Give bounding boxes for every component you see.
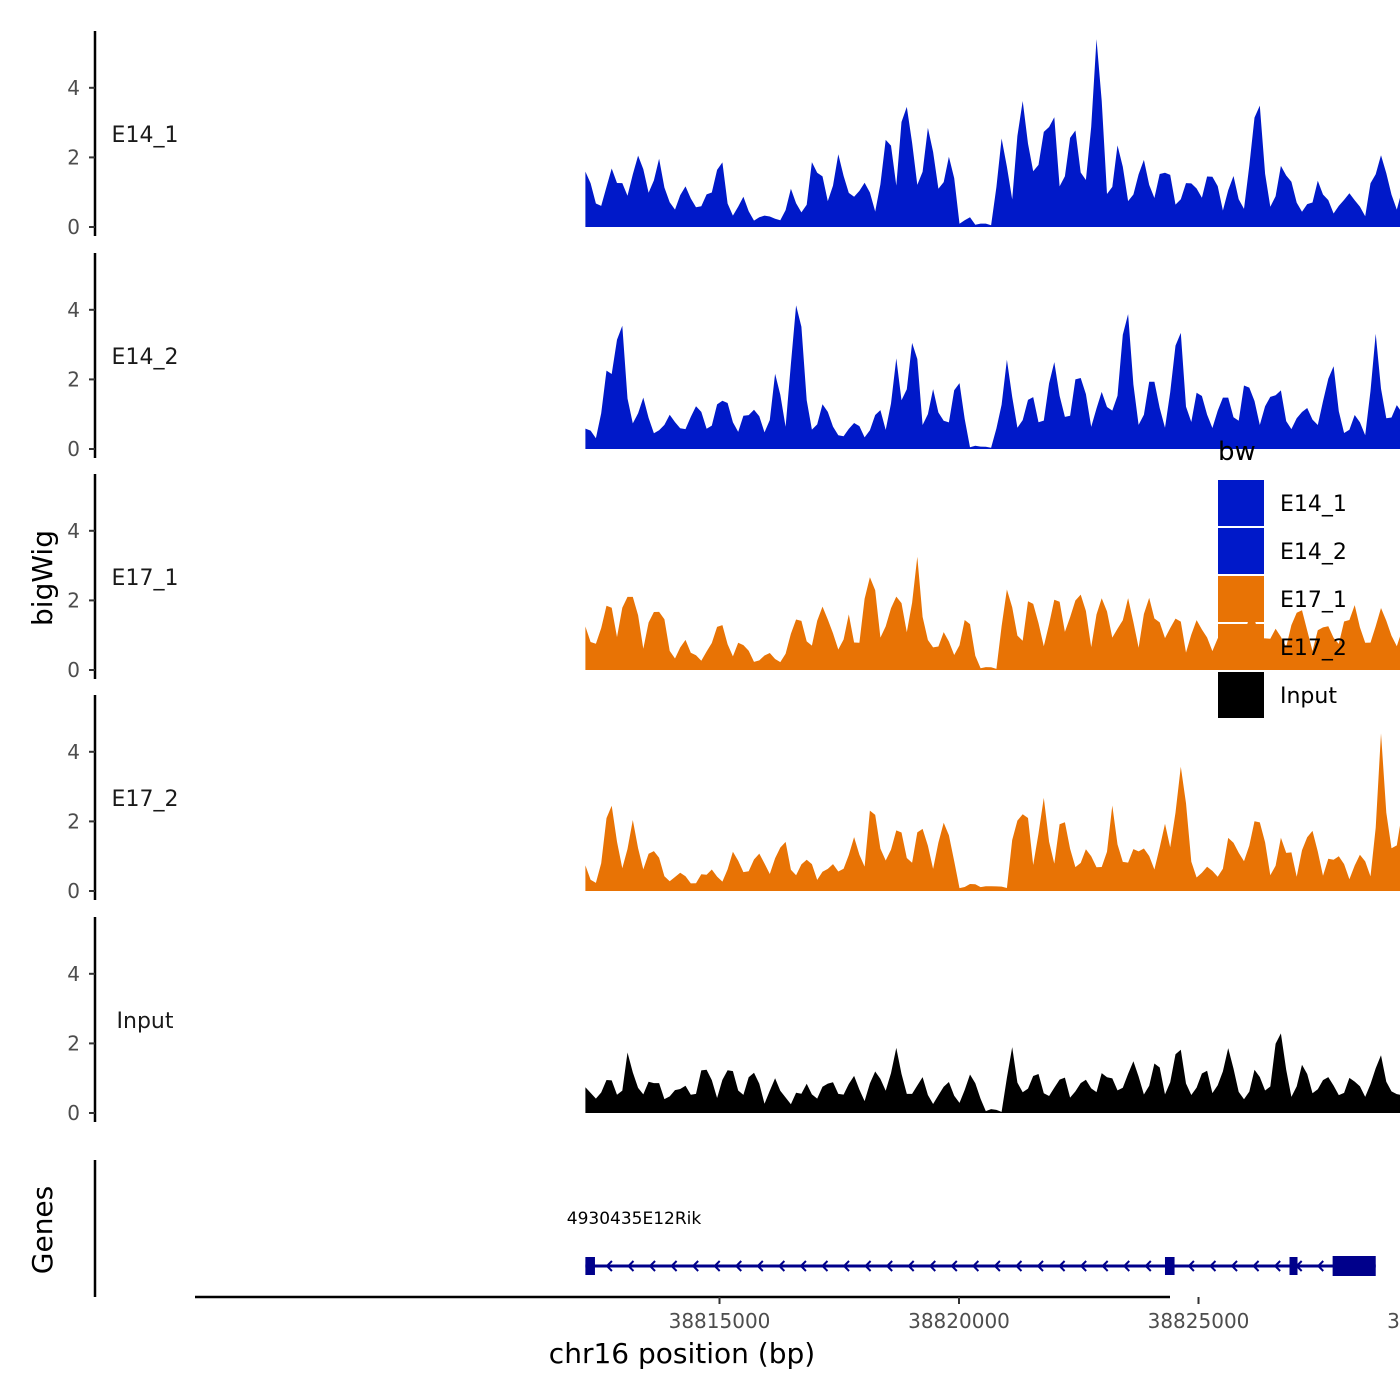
strand-arrow (993, 1260, 1001, 1272)
strand-arrow (950, 1260, 958, 1272)
track-label: E14_2 (112, 345, 179, 370)
gene-name-label: 4930435E12Rik (567, 1209, 702, 1229)
y-tick-label: 0 (67, 215, 80, 239)
y-tick-label: 4 (67, 76, 80, 100)
y-axis-title: bigWig (26, 530, 59, 626)
signal-tracks: 0 2 4 E14_1 0 2 4 E14_2 0 2 4 E17_1 0 2 4 E17_2 0 2 4 Input (67, 31, 1400, 1125)
strand-arrow (1144, 1260, 1152, 1272)
x-axis: 38815000 38820000 38825000 38830000 (195, 1295, 1400, 1333)
track-E17_2: 0 2 4 E17_2 (67, 695, 1400, 903)
track-E14_2: 0 2 4 E14_2 (67, 253, 1400, 461)
gene-exon (585, 1257, 595, 1275)
signal-area-Input (585, 1033, 1400, 1113)
strand-arrow (842, 1260, 850, 1272)
legend-label-E14_1: E14_1 (1280, 492, 1347, 517)
strand-arrow (907, 1260, 915, 1272)
y-tick-label: 0 (67, 437, 80, 461)
legend-label-E17_2: E17_2 (1280, 636, 1347, 661)
gene-exon (1289, 1257, 1298, 1275)
strand-arrow (1101, 1260, 1109, 1272)
strand-arrow (691, 1260, 699, 1272)
legend-swatch-Input (1218, 672, 1264, 718)
signal-area-E14_1 (585, 39, 1400, 227)
x-axis-title: chr16 position (bp) (549, 1337, 815, 1370)
strand-arrow (821, 1260, 829, 1272)
y-tick-label: 0 (67, 1101, 80, 1125)
strand-arrow (1273, 1260, 1281, 1272)
signal-area-E17_1 (585, 556, 1400, 670)
strand-arrow (1036, 1260, 1044, 1272)
strand-arrow (670, 1260, 678, 1272)
strand-arrow (864, 1260, 872, 1272)
x-tick-label: 38815000 (669, 1309, 771, 1333)
strand-arrow (1058, 1260, 1066, 1272)
track-label: E14_1 (112, 123, 179, 148)
legend-label-Input: Input (1280, 684, 1337, 709)
strand-arrow (1015, 1260, 1023, 1272)
y-tick-label: 4 (67, 298, 80, 322)
legend-label-E17_1: E17_1 (1280, 588, 1347, 613)
legend-swatch-E14_2 (1218, 528, 1264, 574)
track-label: Input (117, 1009, 174, 1034)
y-tick-label: 2 (67, 145, 80, 169)
gene-panel: 4930435E12Rik (93, 1160, 1376, 1297)
legend: bw E14_1 E14_2 E17_1 E17_2 Input (1218, 437, 1347, 718)
strand-arrow (627, 1260, 635, 1272)
legend-label-E14_2: E14_2 (1280, 540, 1347, 565)
track-Input: 0 2 4 Input (67, 917, 1400, 1125)
strand-arrow (777, 1260, 786, 1272)
gene-panel-title: Genes (26, 1186, 59, 1274)
strand-arrow (1209, 1260, 1217, 1272)
y-tick-label: 2 (67, 1031, 80, 1055)
gene-exon (1164, 1257, 1175, 1275)
signal-area-E17_2 (585, 733, 1400, 891)
strand-arrow (605, 1260, 613, 1272)
track-label: E17_2 (112, 787, 179, 812)
y-tick-label: 4 (67, 740, 80, 764)
legend-swatch-E17_2 (1218, 624, 1264, 670)
track-E17_1: 0 2 4 E17_1 (67, 474, 1400, 682)
x-tick-label: 38830000 (1387, 1309, 1400, 1333)
gene-exon (1332, 1256, 1376, 1276)
y-tick-label: 2 (67, 367, 80, 391)
strand-arrow (799, 1260, 807, 1272)
strand-arrow (1079, 1260, 1087, 1272)
y-tick-label: 4 (67, 519, 80, 543)
strand-arrow (1230, 1260, 1238, 1272)
strand-arrow (928, 1260, 936, 1272)
strand-arrow (734, 1260, 742, 1272)
strand-arrow (648, 1260, 656, 1272)
strand-arrow (1187, 1260, 1195, 1272)
y-tick-label: 2 (67, 588, 80, 612)
x-tick-label: 38825000 (1148, 1309, 1250, 1333)
y-tick-label: 0 (67, 879, 80, 903)
strand-arrow (971, 1260, 980, 1272)
y-tick-label: 0 (67, 658, 80, 682)
y-tick-label: 4 (67, 962, 80, 986)
strand-arrow (1252, 1260, 1260, 1272)
legend-swatch-E17_1 (1218, 576, 1264, 622)
strand-arrow (1122, 1260, 1130, 1272)
y-tick-label: 2 (67, 809, 80, 833)
track-E14_1: 0 2 4 E14_1 (67, 31, 1400, 239)
signal-area-E14_2 (585, 305, 1400, 449)
legend-title: bw (1218, 437, 1256, 467)
strand-arrow (756, 1260, 764, 1272)
strand-arrow (1316, 1260, 1324, 1272)
strand-arrow (713, 1260, 721, 1272)
track-label: E17_1 (112, 566, 179, 591)
x-tick-label: 38820000 (908, 1309, 1010, 1333)
legend-swatch-E14_1 (1218, 480, 1264, 526)
strand-arrow (885, 1260, 893, 1272)
